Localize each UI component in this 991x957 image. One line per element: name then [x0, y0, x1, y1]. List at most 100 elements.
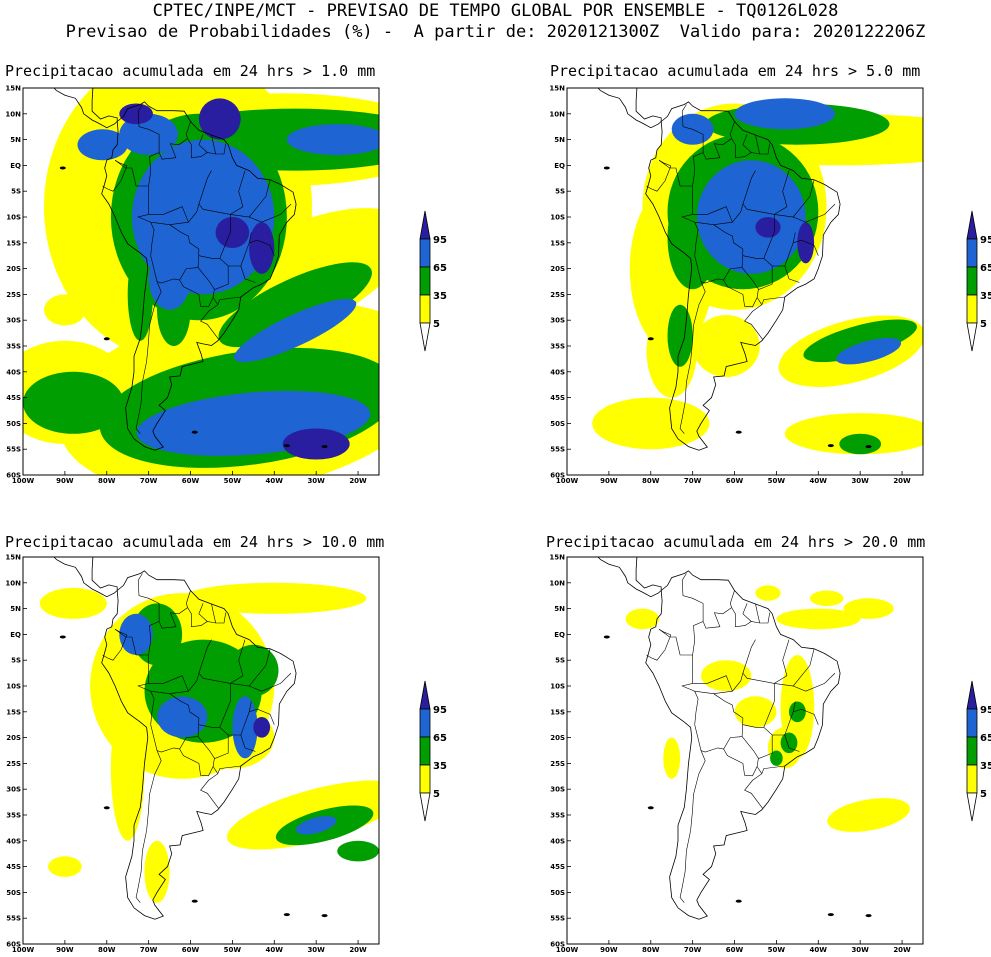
lon-tick-label: 70W [684, 477, 702, 485]
lon-tick-label: 30W [851, 946, 869, 954]
colorbar-label: 95 [980, 705, 991, 716]
colorbar-label: 5 [980, 789, 987, 800]
figure-title-line1: CPTEC/INPE/MCT - PREVISAO DE TEMPO GLOBA… [152, 1, 839, 21]
lon-tick-label: 80W [642, 477, 660, 485]
lat-tick-label: 40S [550, 368, 565, 376]
lon-tick-label: 90W [56, 477, 74, 485]
lon-tick-label: 50W [768, 477, 786, 485]
lat-tick-label: 5S [555, 657, 565, 665]
colorbar-label: 35 [433, 761, 447, 772]
lon-tick-label: 40W [810, 477, 828, 485]
lon-tick-label: 100W [12, 477, 35, 485]
lat-tick-label: 15S [6, 708, 21, 716]
panel-3-title: Precipitacao acumulada em 24 hrs > 10.0 … [5, 533, 385, 551]
lon-tick-label: 90W [600, 946, 618, 954]
lon-tick-label: 20W [349, 946, 367, 954]
lat-tick-label: 15N [549, 554, 565, 562]
panel-4-colorbar: 95 65 35 5 [966, 680, 991, 822]
lat-tick-label: 50S [550, 889, 565, 897]
lat-tick-label: 50S [550, 420, 565, 428]
lat-tick-label: 45S [550, 863, 565, 871]
lat-tick-label: 5N [554, 605, 565, 613]
panel-2-map: 15N 10N 5N EQ 5S 10S 15S 20S 25S 30S 35S 40S 45S 50S 5… [549, 85, 924, 485]
lat-tick-label: 10N [5, 110, 21, 118]
lon-tick-label: 60W [182, 477, 200, 485]
lat-tick-label: EQ [554, 631, 565, 639]
colorbar-label: 35 [433, 291, 447, 302]
lat-tick-label: 45S [550, 394, 565, 402]
lat-tick-label: EQ [10, 162, 21, 170]
lon-tick-label: 30W [307, 946, 325, 954]
lon-tick-label: 100W [556, 477, 579, 485]
lat-tick-label: 10N [5, 579, 21, 587]
lat-tick-label: 25S [550, 760, 565, 768]
panel-1-map: 15N 10N 5N EQ 5S 10S 15S 20S 25S 30S 35S 40S 45S 50S 5… [5, 85, 380, 485]
lat-tick-label: 5N [554, 136, 565, 144]
lat-tick-label: 20S [550, 265, 565, 273]
lon-tick-label: 30W [851, 477, 869, 485]
colorbar-label: 5 [433, 319, 440, 330]
colorbar-label: 5 [980, 319, 987, 330]
lon-tick-label: 80W [98, 946, 116, 954]
lat-tick-label: 15N [5, 554, 21, 562]
lat-tick-label: 60S [6, 941, 21, 949]
colorbar-label: 95 [433, 235, 447, 246]
lon-tick-label: 40W [810, 946, 828, 954]
lat-tick-label: 20S [6, 734, 21, 742]
panel-2-title: Precipitacao acumulada em 24 hrs > 5.0 m… [550, 62, 921, 80]
lat-tick-label: 55S [550, 446, 565, 454]
lat-tick-label: 35S [550, 812, 565, 820]
lon-tick-label: 50W [224, 477, 242, 485]
lat-tick-label: 15S [550, 239, 565, 247]
colorbar-label: 95 [980, 235, 991, 246]
lat-tick-label: 35S [550, 343, 565, 351]
lat-tick-label: 20S [550, 734, 565, 742]
lon-tick-label: 70W [140, 477, 158, 485]
colorbar-label: 5 [433, 789, 440, 800]
lat-tick-label: 55S [550, 915, 565, 923]
lat-tick-label: 10N [549, 579, 565, 587]
lon-tick-label: 30W [307, 477, 325, 485]
lat-tick-label: 10S [550, 683, 565, 691]
lat-tick-label: 60S [6, 472, 21, 480]
lat-tick-label: 45S [6, 394, 21, 402]
lat-tick-label: 30S [550, 786, 565, 794]
panel-3-map: 15N 10N 5N EQ 5S 10S 15S 20S 25S 30S 35S 40S 45S 50S 5… [5, 554, 380, 954]
panel-4-title: Precipitacao acumulada em 24 hrs > 20.0 … [546, 533, 926, 551]
colorbar-label: 65 [433, 263, 447, 274]
lon-tick-label: 60W [182, 946, 200, 954]
lon-tick-label: 40W [266, 477, 284, 485]
lat-tick-label: 35S [6, 343, 21, 351]
lat-tick-label: 15N [549, 85, 565, 93]
lat-tick-label: 5N [10, 605, 21, 613]
lon-tick-label: 70W [684, 946, 702, 954]
lon-tick-label: 100W [12, 946, 35, 954]
lat-tick-label: 30S [6, 317, 21, 325]
lon-tick-label: 90W [600, 477, 618, 485]
colorbar-label: 65 [433, 733, 447, 744]
lon-tick-label: 80W [642, 946, 660, 954]
lat-tick-label: 45S [6, 863, 21, 871]
figure-title-line2: Previsao de Probabilidades (%) - A parti… [65, 22, 926, 42]
lat-tick-label: 15N [5, 85, 21, 93]
lon-tick-label: 20W [349, 477, 367, 485]
lat-tick-label: 5S [11, 657, 21, 665]
lat-tick-label: 50S [6, 420, 21, 428]
panel-2-colorbar: 95 65 35 5 [966, 210, 991, 352]
lon-tick-label: 20W [893, 477, 911, 485]
colorbar-label: 65 [980, 733, 991, 744]
lat-tick-label: 15S [550, 708, 565, 716]
lon-tick-label: 60W [726, 477, 744, 485]
panel-1-title: Precipitacao acumulada em 24 hrs > 1.0 m… [5, 62, 376, 80]
lon-tick-label: 20W [893, 946, 911, 954]
panel-3-colorbar: 95 65 35 5 [419, 680, 447, 822]
colorbar-label: 35 [980, 291, 991, 302]
lat-tick-label: 30S [6, 786, 21, 794]
lat-tick-label: 30S [550, 317, 565, 325]
lat-tick-label: 25S [550, 291, 565, 299]
lat-tick-label: 25S [6, 291, 21, 299]
lat-tick-label: 35S [6, 812, 21, 820]
colorbar-label: 95 [433, 705, 447, 716]
lat-tick-label: 10N [549, 110, 565, 118]
lat-tick-label: 50S [6, 889, 21, 897]
